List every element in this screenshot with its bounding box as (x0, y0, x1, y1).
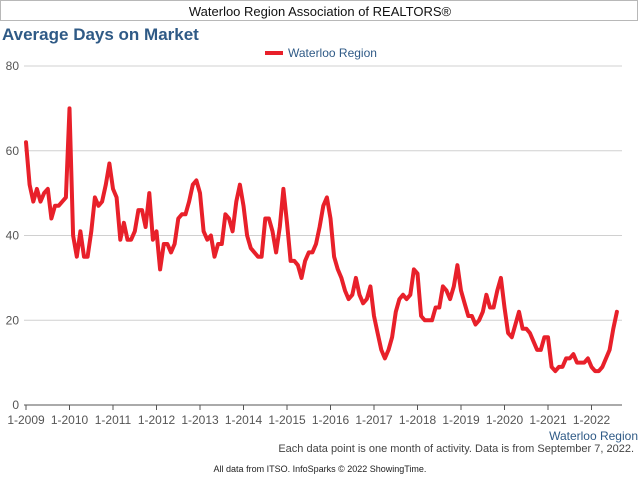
header-bar (0, 0, 638, 21)
x-axis-ticks: 1-2009 1-2010 1-2011 1-2012 1-2013 1-2014 1-20… (7, 405, 611, 427)
y-tick-label: 0 (12, 398, 19, 412)
x-tick-label: 1-2010 (51, 413, 89, 427)
legend-label: Waterloo Region (288, 46, 377, 60)
legend: Waterloo Region Waterloo Region (265, 46, 638, 443)
x-tick-label: 1-2021 (529, 413, 567, 427)
x-tick-label: 1-2012 (138, 413, 176, 427)
y-tick-label: 20 (6, 313, 20, 327)
x-tick-label: 1-2014 (225, 413, 263, 427)
footer-source: All data from ITSO. InfoSparks © 2022 Sh… (213, 464, 427, 474)
x-tick-label: 1-2015 (268, 413, 306, 427)
y-tick-label: 60 (6, 144, 20, 158)
x-tick-label: 1-2016 (312, 413, 350, 427)
corner-series-label: Waterloo Region (549, 429, 638, 443)
y-tick-label: 40 (6, 229, 20, 243)
x-tick-label: 1-2019 (442, 413, 480, 427)
x-tick-label: 1-2013 (181, 413, 219, 427)
x-tick-label: 1-2011 (95, 413, 132, 427)
series-line-waterloo-region (24, 106, 619, 374)
series-layer (24, 106, 619, 374)
x-tick-label: 1-2009 (7, 413, 45, 427)
footer-note: Each data point is one month of activity… (278, 443, 634, 455)
x-tick-label: 1-2018 (399, 413, 437, 427)
x-tick-label: 1-2017 (355, 413, 393, 427)
x-tick-label: 1-2020 (486, 413, 524, 427)
chart-title: Average Days on Market (2, 25, 199, 44)
gridlines (24, 65, 622, 406)
header-title: Waterloo Region Association of REALTORS® (188, 4, 452, 19)
x-tick-label: 1-2022 (573, 413, 611, 427)
y-axis-ticks: 0 20 40 60 80 (6, 59, 20, 412)
y-tick-label: 80 (6, 59, 20, 73)
